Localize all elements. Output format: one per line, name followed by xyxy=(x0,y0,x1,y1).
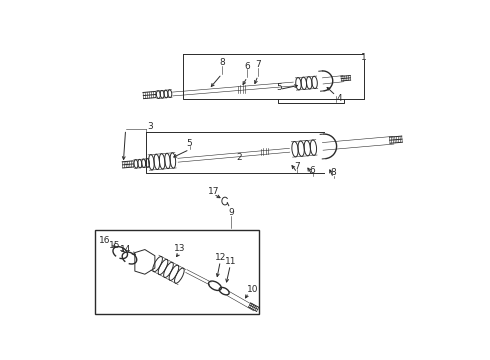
Text: 17: 17 xyxy=(208,186,219,195)
Text: 4: 4 xyxy=(337,94,343,103)
Text: 7: 7 xyxy=(255,60,261,69)
Text: 14: 14 xyxy=(120,245,131,254)
Text: 7: 7 xyxy=(294,162,300,171)
Text: 9: 9 xyxy=(228,208,234,217)
Text: 5: 5 xyxy=(277,82,283,91)
Text: 6: 6 xyxy=(245,62,250,71)
Text: 13: 13 xyxy=(174,244,185,253)
Text: 3: 3 xyxy=(147,122,153,131)
Bar xyxy=(95,230,259,314)
Text: 15: 15 xyxy=(109,241,121,250)
Text: 10: 10 xyxy=(247,285,258,294)
Text: 2: 2 xyxy=(237,153,243,162)
Text: 1: 1 xyxy=(362,53,367,62)
Text: 16: 16 xyxy=(99,236,111,245)
Text: 11: 11 xyxy=(224,257,236,266)
Text: 5: 5 xyxy=(187,139,193,148)
Text: 8: 8 xyxy=(219,58,225,67)
Text: 6: 6 xyxy=(310,166,316,175)
Text: 12: 12 xyxy=(215,253,226,262)
Text: 8: 8 xyxy=(331,168,337,177)
